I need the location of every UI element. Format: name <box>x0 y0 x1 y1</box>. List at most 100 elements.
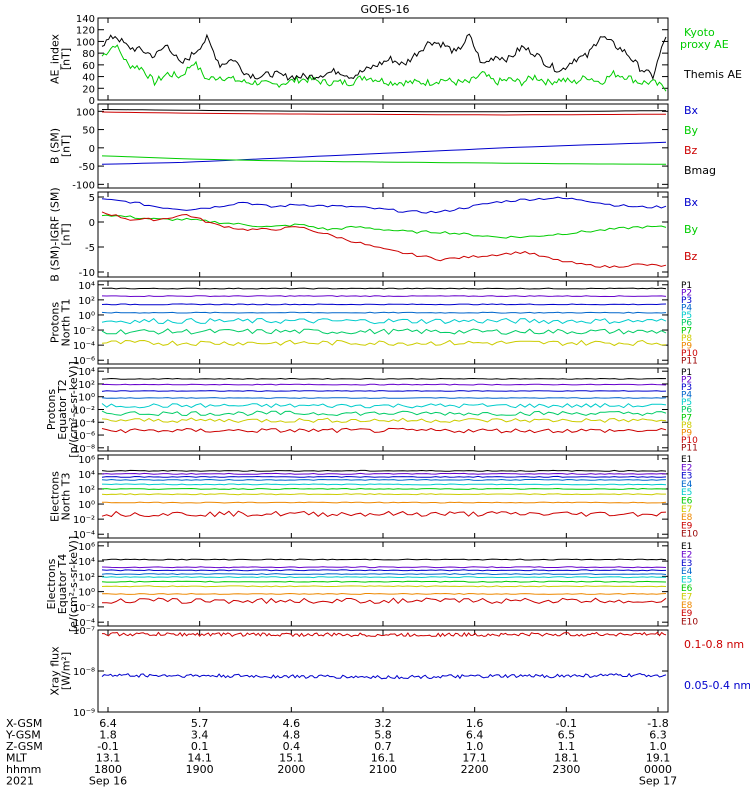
legend-entry: P5 <box>681 311 692 321</box>
y-axis-label: AE_index <box>49 33 62 84</box>
y-axis-label: [nT] <box>60 48 73 70</box>
x-axis-value: -0.1 <box>97 740 118 753</box>
y-axis-label: Protons <box>45 389 58 430</box>
y-tick-label: -5 <box>85 243 95 254</box>
legend-entry: E1 <box>681 455 692 465</box>
panel-bsm: 100 50 0 -50 -100 B (SM)[nT] Bx By Bz Bmag <box>49 103 716 191</box>
x-axis-value: 1900 <box>186 763 214 776</box>
series-line-e1 <box>101 469 667 472</box>
legend-entry: Bx <box>684 196 699 209</box>
y-tick-label: 120 <box>76 26 95 37</box>
x-axis-value: Sep 16 <box>89 775 127 788</box>
series-line-e4 <box>101 478 667 481</box>
legend-entry: E6 <box>681 584 693 594</box>
panel-xray: 10⁻⁷ 10⁻⁸ 10⁻⁹ Xray flux[W/m²] 0.1-0.8 nm 0.0… <box>49 626 750 719</box>
x-axis-value: 4.6 <box>283 717 301 730</box>
y-tick-label: 10⁻² <box>73 515 95 526</box>
y-axis-label: [e/(cm²-s-sr-keV)] <box>67 536 80 632</box>
y-axis-label: B (SM) <box>49 128 62 164</box>
legend-entry: P5 <box>681 398 692 408</box>
legend-entry: proxy AE <box>680 38 729 51</box>
x-axis-value: 0.1 <box>191 740 209 753</box>
y-tick-label: 10² <box>78 485 95 496</box>
series-line-p6 <box>101 410 667 417</box>
y-axis-label: Electrons <box>49 471 62 522</box>
y-axis-label: Equator T2 <box>56 379 69 439</box>
x-axis-value: 17.1 <box>462 752 487 765</box>
series-line-e3 <box>101 475 667 478</box>
x-axis-row-label: X-GSM <box>6 717 42 730</box>
legend-entry: 0.1-0.8 nm <box>684 638 744 651</box>
legend-entry: E7 <box>681 592 692 602</box>
legend-entry: E6 <box>681 497 693 507</box>
y-tick-label: 10⁻⁴ <box>73 530 95 541</box>
x-axis-value: 0.7 <box>374 740 392 753</box>
x-axis-value: 16.1 <box>371 752 396 765</box>
y-axis-label: Electrons <box>45 558 58 609</box>
series-line-p2 <box>101 383 667 386</box>
legend-entry: Kyoto <box>684 26 715 39</box>
legend-entry: P7 <box>681 413 692 423</box>
x-axis-value: 1.0 <box>649 740 667 753</box>
series-line-e7 <box>101 493 666 496</box>
y-tick-label: 10⁰ <box>78 311 95 322</box>
series-line-p5 <box>101 403 667 409</box>
y-tick-label: 10⁻⁸ <box>73 444 95 455</box>
y-axis-label: [nT] <box>60 223 73 245</box>
series-line-e3 <box>101 569 667 572</box>
series-line-p10 <box>101 427 667 434</box>
x-axis-row-label: Z-GSM <box>6 740 43 753</box>
x-axis-value: 0000 <box>644 763 672 776</box>
legend-entry: E5 <box>681 488 692 498</box>
series-line-e1 <box>101 558 667 561</box>
legend-entry: P8 <box>681 421 692 431</box>
legend-entry: E3 <box>681 472 692 482</box>
legend-entry: P1 <box>681 368 692 378</box>
legend-entry: E4 <box>681 480 693 490</box>
x-axis-value: 15.1 <box>279 752 304 765</box>
legend-entry: P7 <box>681 326 692 336</box>
x-axis-value: 6.4 <box>466 729 484 742</box>
y-tick-label: 10⁴ <box>78 281 95 292</box>
legend-entry: P10 <box>681 349 698 359</box>
y-tick-label: 0 <box>89 96 95 107</box>
legend-entry: P2 <box>681 289 692 299</box>
x-axis-value: 6.4 <box>99 717 117 730</box>
panel-frame <box>97 454 669 539</box>
series-line-e2 <box>101 566 667 569</box>
series-line-by <box>101 155 667 165</box>
x-axis-value: 1.0 <box>466 740 484 753</box>
x-axis-value: 1.6 <box>466 717 484 730</box>
legend-entry: P11 <box>681 356 698 366</box>
legend-entry: Bx <box>684 104 699 117</box>
y-tick-label: 10² <box>78 572 95 583</box>
x-axis-value: 6.5 <box>558 729 576 742</box>
series-line-p3 <box>101 303 667 306</box>
series-line-p2 <box>101 295 667 298</box>
y-tick-label: 140 <box>76 14 95 25</box>
legend-entry: E8 <box>681 513 693 523</box>
y-axis-label: North T3 <box>60 473 73 521</box>
y-tick-label: 5 <box>89 193 95 204</box>
x-axis-value: 4.8 <box>283 729 301 742</box>
y-tick-label: 50 <box>82 126 95 137</box>
y-tick-label: 10⁻⁴ <box>73 618 95 629</box>
legend-entry: P1 <box>681 281 692 291</box>
y-axis-label: [p/(cm²-s-sr-keV)] <box>67 361 80 458</box>
y-tick-label: 0 <box>89 144 95 155</box>
y-tick-label: 10⁴ <box>78 557 95 568</box>
y-tick-label: 10⁻² <box>73 406 95 417</box>
series-line-p4 <box>101 311 667 314</box>
x-axis-value: 2000 <box>277 763 305 776</box>
legend-entry: 0.05-0.4 nm <box>684 679 750 692</box>
x-axis-value: 1800 <box>94 763 122 776</box>
legend-entry: P3 <box>681 383 692 393</box>
y-tick-label: 10⁶ <box>78 542 95 553</box>
x-axis-row-label: hhmm <box>6 763 41 776</box>
x-axis-value: 3.4 <box>191 729 209 742</box>
y-tick-label: 10⁻⁹ <box>73 708 95 719</box>
series-line-bz <box>101 111 667 116</box>
series-line-e5 <box>101 576 667 579</box>
